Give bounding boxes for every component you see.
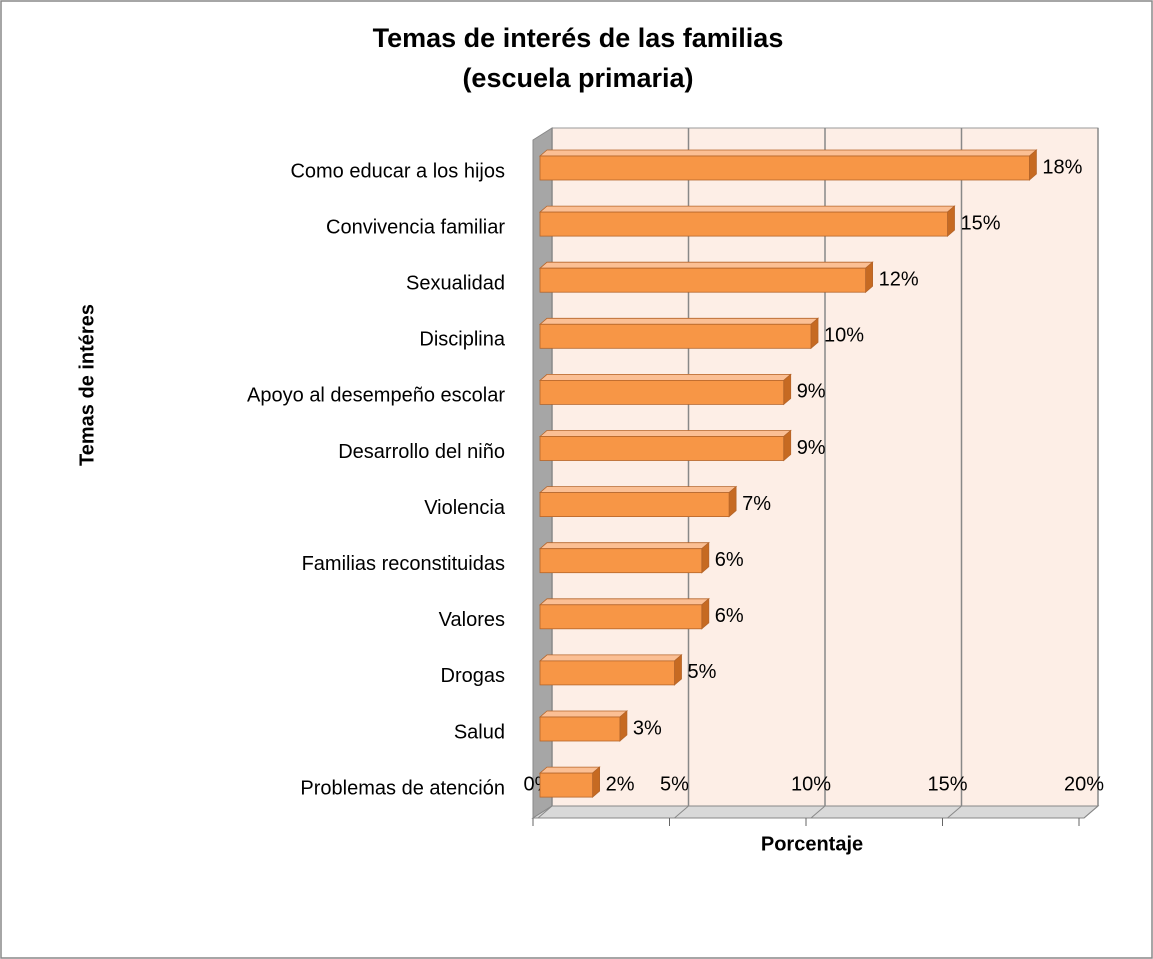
bar-top [538, 710, 628, 718]
chart-title: Temas de interés de las familias [373, 23, 784, 53]
bar-top [538, 598, 710, 606]
bar [539, 492, 730, 518]
x-axis-label: Porcentaje [761, 833, 863, 855]
floor-grid-line [537, 805, 553, 819]
bar [539, 660, 675, 686]
bar-top [538, 766, 601, 774]
bar [539, 548, 703, 574]
value-label: 10% [824, 325, 864, 347]
value-label: 7% [742, 493, 771, 515]
x-tick-label: 5% [660, 773, 689, 795]
floor [531, 805, 1100, 819]
y-tick-label: Disciplina [419, 329, 505, 351]
value-label: 6% [715, 549, 744, 571]
bar-top [538, 317, 820, 325]
value-label: 9% [797, 381, 826, 403]
y-tick-label: Valores [439, 609, 505, 631]
value-label: 5% [688, 661, 717, 683]
y-tick-label: Desarrollo del niño [338, 441, 505, 463]
bar-top [538, 486, 738, 494]
y-tick-label: Sexualidad [406, 272, 505, 294]
value-label: 2% [606, 773, 635, 795]
y-axis-label: Temas de intéres [76, 304, 98, 466]
bar [539, 211, 948, 237]
value-label: 9% [797, 437, 826, 459]
bar-top [538, 373, 792, 381]
floor-grid-line [674, 805, 689, 819]
x-tick-label: 15% [927, 773, 967, 795]
value-label: 18% [1042, 156, 1082, 178]
bar-top [538, 654, 683, 662]
y-tick-label: Drogas [441, 665, 505, 687]
floor-grid-line [947, 805, 962, 819]
bar-top [538, 261, 874, 269]
y-tick-label: Salud [454, 721, 505, 743]
bar [539, 267, 867, 293]
bar [539, 716, 621, 742]
bar [539, 323, 812, 349]
bar-top [538, 430, 792, 437]
value-label: 15% [961, 212, 1001, 234]
bar-top [538, 149, 1038, 157]
bar [539, 155, 1030, 181]
x-tick-label: 20% [1064, 773, 1104, 795]
y-tick-label: Violencia [424, 497, 506, 519]
bar-top [538, 542, 710, 550]
value-label: 6% [715, 605, 744, 627]
x-tick-label: 10% [791, 773, 831, 795]
y-tick-label: Convivencia familiar [326, 216, 505, 238]
y-tick-label: Como educar a los hijos [290, 160, 505, 182]
value-label: 12% [879, 268, 919, 290]
bar [539, 436, 785, 461]
bar [539, 772, 593, 798]
value-label: 3% [633, 717, 662, 739]
floor-grid-line [810, 805, 826, 819]
chart-title: (escuela primaria) [462, 63, 693, 93]
bar-top [538, 205, 956, 213]
bar [539, 379, 785, 405]
floor-grid-line [1083, 805, 1099, 819]
y-tick-label: Problemas de atención [300, 777, 505, 799]
y-tick-label: Familias reconstituidas [302, 553, 505, 575]
y-tick-label: Apoyo al desempeño escolar [247, 385, 505, 407]
bar [539, 604, 703, 630]
